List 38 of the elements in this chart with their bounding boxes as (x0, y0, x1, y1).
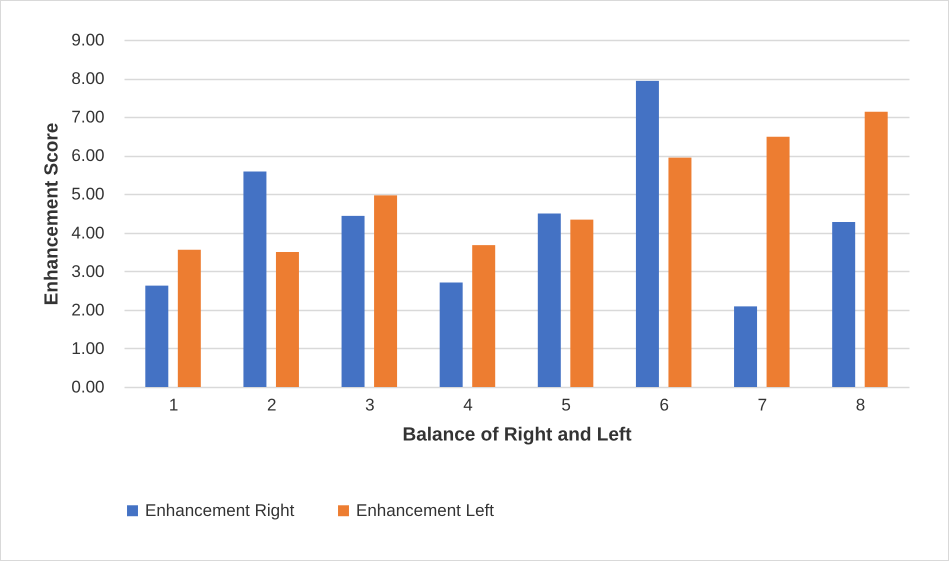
y-tick-label: 8.00 (71, 69, 104, 88)
x-tick-label: 5 (561, 396, 571, 414)
x-tick-label: 7 (758, 396, 768, 414)
bar (440, 282, 463, 387)
x-tick-label: 2 (266, 396, 276, 414)
bar (538, 214, 561, 387)
y-tick-label: 3.00 (71, 262, 104, 281)
y-tick-label: 1.00 (71, 338, 104, 358)
x-tick-label: 6 (659, 396, 669, 414)
bar (864, 112, 888, 387)
x-axis-title: Balance of Right and Left (402, 424, 632, 446)
y-tick-label: 4.00 (71, 223, 104, 242)
x-tick-label: 4 (463, 396, 473, 414)
bar (832, 222, 856, 387)
y-tick-label: 6.00 (71, 146, 104, 166)
bar (570, 220, 594, 387)
y-tick-label: 7.00 (71, 108, 104, 127)
bar (668, 158, 692, 387)
bar (276, 252, 299, 387)
bar (734, 306, 758, 387)
x-tick-label: 8 (856, 396, 866, 414)
bar (472, 245, 496, 387)
bar (243, 171, 266, 387)
bar (766, 136, 790, 387)
y-tick-label: 0.00 (71, 378, 104, 396)
bar (374, 195, 398, 387)
y-tick-label: 2.00 (71, 300, 104, 320)
x-tick-label: 1 (168, 396, 178, 414)
bar (145, 286, 168, 387)
legend-label: Enhancement Left (356, 500, 494, 520)
y-tick-label: 5.00 (71, 184, 104, 204)
y-tick-label: 9.00 (71, 30, 104, 50)
bar (342, 216, 365, 387)
bar (636, 80, 659, 387)
legend-label: Enhancement Right (145, 500, 295, 520)
y-axis-title: Enhancement Score (41, 122, 62, 306)
x-tick-label: 3 (365, 396, 375, 414)
bar (178, 250, 201, 387)
